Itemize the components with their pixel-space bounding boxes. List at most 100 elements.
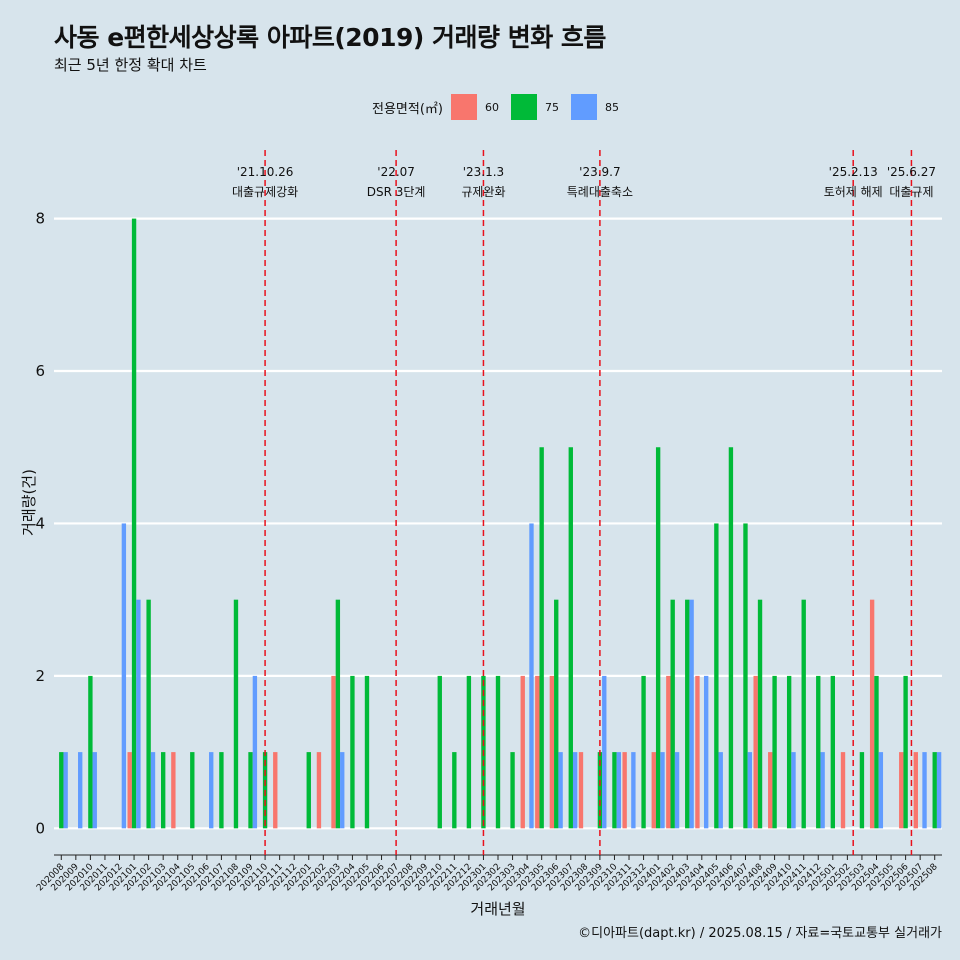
bar-75-202410 xyxy=(786,675,792,829)
bar-85-202403 xyxy=(689,599,694,829)
event-label: 규제완화 xyxy=(461,185,505,199)
chart-subtitle: 최근 5년 한정 확대 차트 xyxy=(54,56,207,74)
y-tick-label: 8 xyxy=(35,210,45,228)
bar-85-202310 xyxy=(616,752,622,829)
bar-60-202305 xyxy=(535,675,540,829)
legend-title: 전용면적(㎡) xyxy=(372,101,443,117)
bar-75-202312 xyxy=(641,675,646,829)
bar-75-202310 xyxy=(612,752,617,829)
bar-60-202306 xyxy=(549,675,555,829)
bar-85-202508 xyxy=(936,752,942,829)
bar-85-202304 xyxy=(529,523,534,829)
bar-75-202203 xyxy=(335,599,341,829)
bar-60-202111 xyxy=(273,752,278,829)
legend-swatch-60 xyxy=(450,94,477,120)
event-date: '21.10.26 xyxy=(237,165,294,179)
bar-85-202106 xyxy=(209,752,214,829)
event-label: 대출규제 xyxy=(889,185,933,199)
bar-75-202108 xyxy=(233,599,239,829)
bar-85-202402 xyxy=(674,752,680,829)
bar-75-202201 xyxy=(306,752,311,829)
bar-60-202504 xyxy=(869,599,875,829)
bar-60-202203 xyxy=(331,675,336,829)
event-label: 특례대출축소 xyxy=(567,185,633,199)
bar-60-202408 xyxy=(753,675,758,829)
bar-75-202408 xyxy=(757,599,763,829)
bar-85-202109 xyxy=(252,675,258,829)
bar-75-202008 xyxy=(59,752,64,829)
legend-swatch-75 xyxy=(510,94,537,120)
bar-75-202101 xyxy=(131,218,137,829)
bar-75-202210 xyxy=(437,675,442,829)
bar-75-202405 xyxy=(714,523,719,829)
bar-60-202409 xyxy=(768,752,773,829)
y-tick-label: 2 xyxy=(35,667,45,685)
bar-85-202507 xyxy=(922,752,927,829)
bar-75-202401 xyxy=(655,447,661,829)
event-label: DSR 3단계 xyxy=(367,185,426,199)
bar-85-202405 xyxy=(718,752,723,829)
bar-85-202010 xyxy=(92,752,97,829)
x-axis-title: 거래년월 xyxy=(470,900,525,918)
bar-75-202508 xyxy=(932,752,937,829)
legend-label-85: 85 xyxy=(604,100,619,114)
bar-75-202403 xyxy=(685,599,690,829)
legend-label-60: 60 xyxy=(484,100,499,114)
bar-75-202501 xyxy=(830,675,836,829)
bar-60-202507 xyxy=(913,752,918,829)
bar-85-202009 xyxy=(78,752,83,829)
bar-85-202404 xyxy=(703,675,709,829)
bar-60-202404 xyxy=(695,675,700,829)
legend-item-75: 75 xyxy=(510,94,559,120)
bar-75-202102 xyxy=(146,599,151,829)
y-axis-title: 거래량(건) xyxy=(20,469,38,536)
bar-75-202407 xyxy=(743,523,748,829)
bar-60-202401 xyxy=(651,752,656,829)
bar-75-202204 xyxy=(350,675,355,829)
bar-75-202409 xyxy=(772,675,777,829)
event-label: 대출규제강화 xyxy=(232,185,298,199)
bar-60-202506 xyxy=(899,752,904,829)
legend-item-60: 60 xyxy=(450,94,499,120)
event-date: '23.9.7 xyxy=(579,165,620,179)
event-date: '25.2.13 xyxy=(829,165,878,179)
bar-60-202402 xyxy=(666,675,671,829)
event-date: '23.1.3 xyxy=(463,165,504,179)
bar-75-202305 xyxy=(539,447,544,829)
bar-75-202302 xyxy=(495,675,501,829)
bar-85-202401 xyxy=(660,752,665,829)
bar-75-202303 xyxy=(510,752,515,829)
bar-75-202105 xyxy=(190,752,195,829)
bar-75-202306 xyxy=(554,599,559,829)
bar-60-202304 xyxy=(520,675,525,829)
y-tick-label: 4 xyxy=(35,514,45,532)
bar-85-202410 xyxy=(791,752,796,829)
bar-85-202306 xyxy=(558,752,563,829)
bar-75-202504 xyxy=(874,675,879,829)
y-tick-label: 0 xyxy=(35,819,45,837)
bar-75-202103 xyxy=(160,752,166,829)
y-tick-label: 6 xyxy=(35,362,45,380)
bar-75-202406 xyxy=(728,447,734,829)
legend-item-85: 85 xyxy=(570,94,619,120)
bar-85-202407 xyxy=(747,752,753,829)
bar-75-202205 xyxy=(364,675,370,829)
bar-60-202202 xyxy=(316,752,322,829)
bar-75-202503 xyxy=(859,752,865,829)
event-date: '25.6.27 xyxy=(887,165,936,179)
bar-75-202212 xyxy=(466,675,472,829)
bar-75-202402 xyxy=(670,599,675,829)
event-date: '22.07 xyxy=(377,165,415,179)
bar-75-202010 xyxy=(88,675,93,829)
chart-title: 사동 e편한세상상록 아파트(2019) 거래량 변화 흐름 xyxy=(54,23,606,52)
bar-85-202307 xyxy=(572,752,578,829)
bar-60-202311 xyxy=(622,752,627,829)
bar-85-202012 xyxy=(121,523,127,829)
bar-85-202311 xyxy=(631,752,636,829)
bar-85-202504 xyxy=(878,752,884,829)
bar-60-202101 xyxy=(127,752,132,829)
legend: 전용면적(㎡) 60 75 85 xyxy=(372,93,631,121)
bar-60-202308 xyxy=(578,752,584,829)
bar-85-202203 xyxy=(340,752,345,829)
bar-60-202502 xyxy=(840,752,846,829)
